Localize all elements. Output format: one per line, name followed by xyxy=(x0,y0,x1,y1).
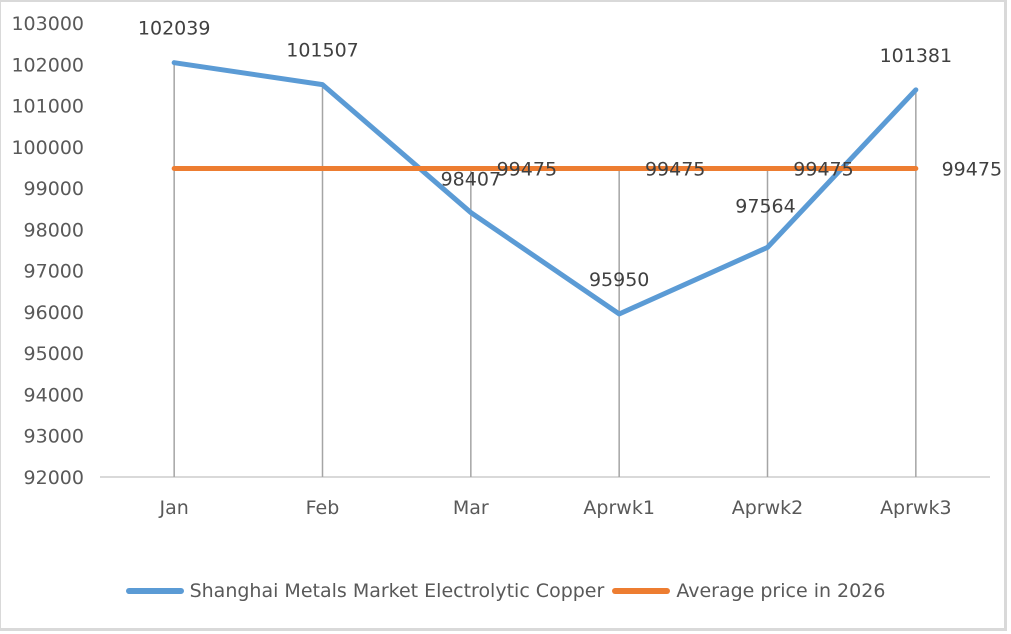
legend-label-average: Average price in 2026 xyxy=(676,580,886,602)
data-label-average: 99475 xyxy=(942,158,1002,180)
y-tick-label: 93000 xyxy=(24,426,84,448)
y-tick-label: 95000 xyxy=(24,343,84,365)
data-label-copper: 97564 xyxy=(735,195,795,217)
data-label-average: 99475 xyxy=(793,158,853,180)
y-tick-label: 100000 xyxy=(11,137,84,159)
x-tick-label: Aprwk2 xyxy=(732,497,804,519)
y-tick-label: 102000 xyxy=(11,54,84,76)
data-label-copper: 101381 xyxy=(880,45,953,67)
legend-swatch-average xyxy=(612,588,671,594)
legend-item-average: Average price in 2026 xyxy=(612,580,885,602)
legend-label-copper: Shanghai Metals Market Electrolytic Copp… xyxy=(189,580,605,602)
legend-item-copper: Shanghai Metals Market Electrolytic Copp… xyxy=(125,580,605,602)
y-tick-label: 94000 xyxy=(24,384,84,406)
y-tick-label: 92000 xyxy=(24,467,84,489)
y-tick-label: 99000 xyxy=(24,178,84,200)
data-label-copper: 98407 xyxy=(441,169,501,191)
data-label-average: 99475 xyxy=(497,158,557,180)
x-tick-label: Jan xyxy=(159,497,189,519)
legend: Shanghai Metals Market Electrolytic Copp… xyxy=(0,580,1011,602)
y-tick-label: 98000 xyxy=(24,219,84,241)
x-tick-label: Feb xyxy=(306,497,340,519)
x-tick-label: Aprwk3 xyxy=(880,497,952,519)
data-label-copper: 101507 xyxy=(286,40,359,62)
y-tick-label: 97000 xyxy=(24,261,84,283)
data-label-copper: 95950 xyxy=(589,269,649,291)
data-label-average: 99475 xyxy=(645,158,705,180)
data-label-copper: 102039 xyxy=(138,18,211,40)
y-tick-label: 101000 xyxy=(11,96,84,118)
legend-swatch-copper xyxy=(125,588,184,594)
y-tick-label: 103000 xyxy=(11,13,84,35)
x-tick-label: Mar xyxy=(453,497,489,519)
y-tick-label: 96000 xyxy=(24,302,84,324)
series-line-copper xyxy=(171,60,919,317)
x-tick-label: Aprwk1 xyxy=(583,497,655,519)
